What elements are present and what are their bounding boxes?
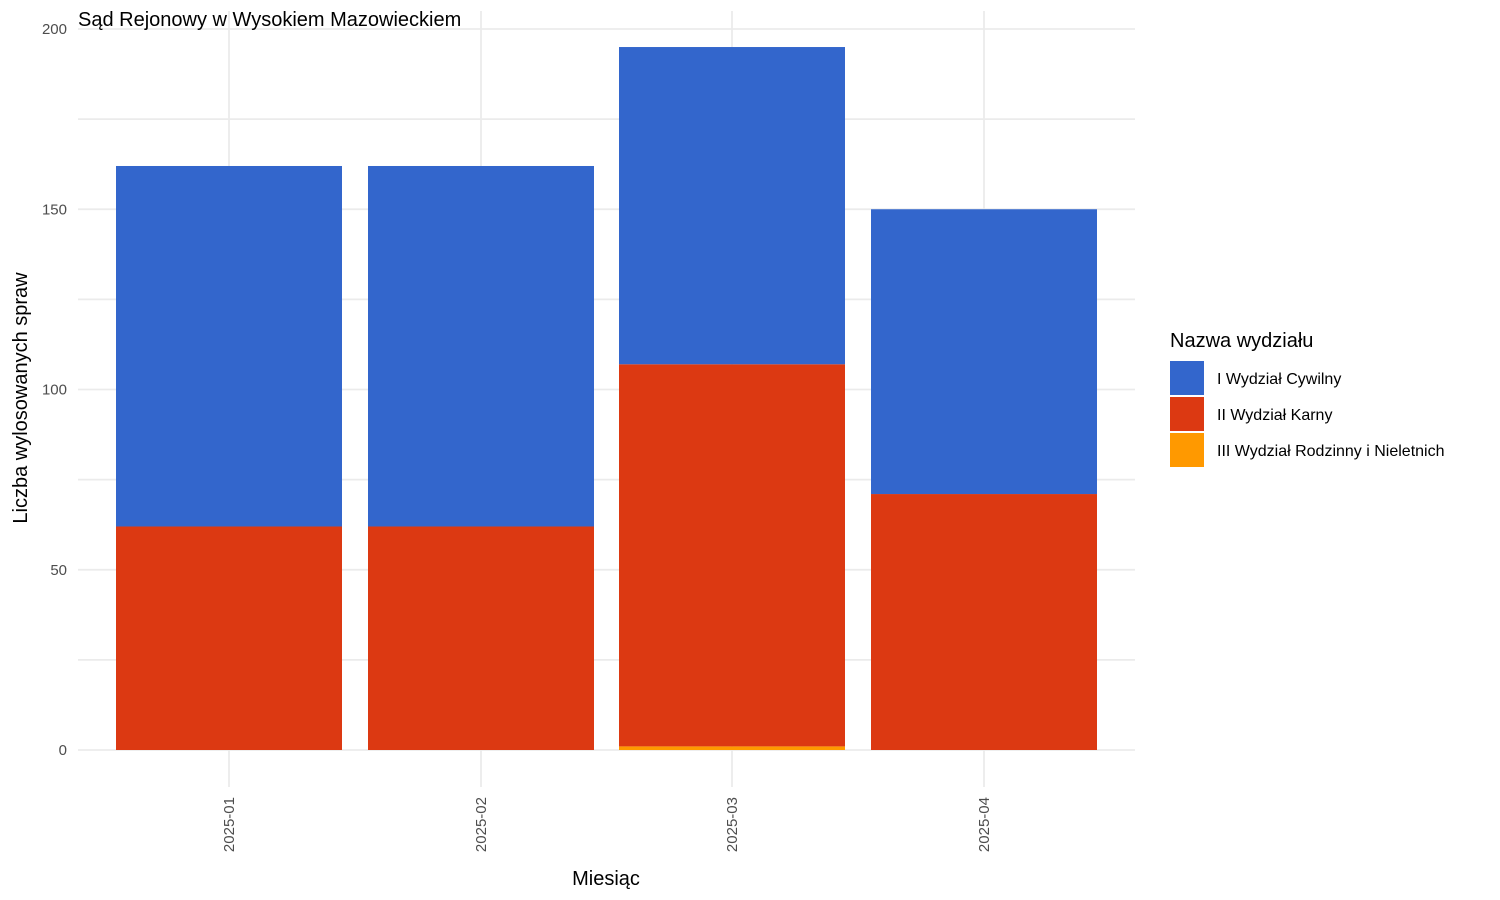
x-tick-label: 2025-01 [221, 797, 238, 852]
y-tick-label: 200 [42, 21, 67, 38]
y-tick-label: 100 [42, 382, 67, 399]
legend-label: I Wydział Cywilny [1217, 371, 1341, 388]
y-axis-ticks: 0 50 100 150 200 [42, 21, 67, 759]
bar-segment [619, 364, 845, 747]
y-tick-label: 50 [50, 562, 67, 579]
bar-segment [368, 526, 594, 750]
y-tick-label: 150 [42, 201, 67, 218]
x-tick-label: 2025-03 [724, 797, 741, 852]
bar-segment [116, 165, 342, 527]
legend-swatch [1170, 433, 1204, 467]
legend-swatch [1170, 397, 1204, 431]
bar-segment [116, 526, 342, 750]
x-axis-title: Miesiąc [572, 868, 640, 890]
bar-segment [619, 746, 845, 750]
legend-label: III Wydział Rodzinny i Nieletnich [1217, 443, 1445, 460]
x-tick-label: 2025-04 [976, 797, 993, 852]
bar-segment [619, 47, 845, 365]
bars [116, 47, 1097, 750]
x-tick-label: 2025-02 [473, 797, 490, 852]
legend-title: Nazwa wydziału [1170, 330, 1313, 352]
chart-title: Sąd Rejonowy w Wysokiem Mazowieckiem [78, 9, 461, 31]
x-axis-ticks: 2025-01 2025-02 2025-03 2025-04 [221, 797, 993, 852]
legend-label: II Wydział Karny [1217, 407, 1332, 424]
legend: Nazwa wydziału I Wydział Cywilny II Wydzi… [1170, 330, 1445, 467]
bar-segment [368, 165, 594, 527]
legend-items: I Wydział Cywilny II Wydział Karny III Wyd… [1170, 361, 1445, 467]
bar-segment [871, 494, 1097, 750]
bar-segment [871, 209, 1097, 495]
y-tick-label: 0 [59, 742, 67, 759]
y-axis-title: Liczba wylosowanych spraw [10, 272, 32, 524]
legend-swatch [1170, 361, 1204, 395]
